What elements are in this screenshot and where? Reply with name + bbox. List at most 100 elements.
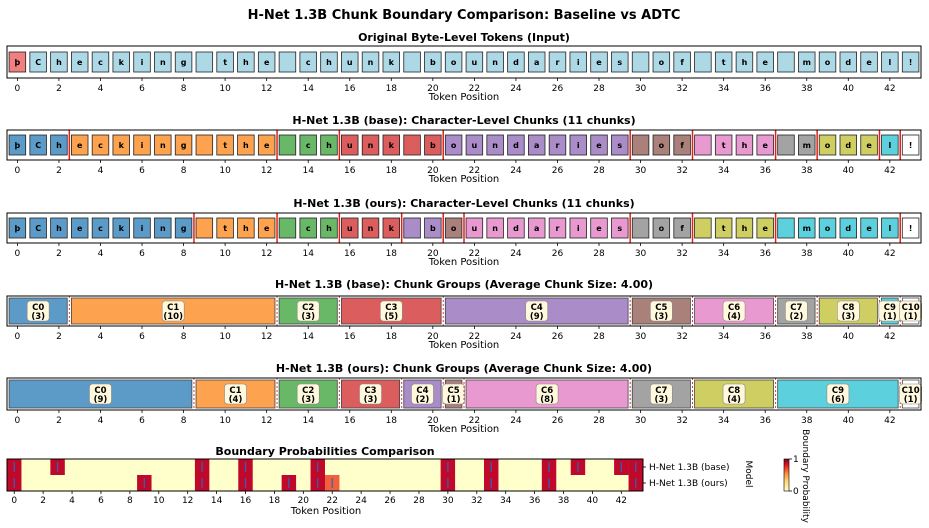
chunk-token-box	[216, 217, 234, 239]
x-tick-label: 24	[510, 416, 522, 426]
chunk-label-box	[296, 300, 320, 322]
chunk-label: C8	[728, 386, 740, 396]
x-tick-label: 2	[56, 332, 62, 342]
token-box	[694, 51, 712, 73]
token-label: !	[909, 141, 913, 150]
token-label: h	[742, 58, 748, 67]
chunk-token-box	[237, 134, 255, 156]
token-label: k	[389, 224, 395, 233]
chunk-token-box	[777, 134, 795, 156]
x-tick-label: 22	[469, 249, 480, 259]
y-tick-label: H-Net 1.3B (base)	[649, 463, 730, 473]
plot-frame	[6, 458, 644, 492]
x-tick-label: 42	[884, 249, 895, 259]
token-label: c	[98, 224, 103, 233]
x-tick-label: 36	[759, 332, 771, 342]
chunk-token-box	[237, 217, 255, 239]
token-label: u	[472, 58, 478, 67]
chunk-label-box	[899, 300, 922, 322]
chunk-size-label: (9)	[530, 312, 544, 322]
chunk-size-label: (8)	[540, 395, 554, 405]
x-tick-label: 40	[843, 249, 855, 259]
chunk-token-box	[652, 217, 671, 239]
x-axis-label: Token Position	[290, 506, 362, 517]
x-tick-label: 26	[552, 249, 564, 259]
x-tick-label: 8	[181, 332, 187, 342]
x-tick-label: 30	[635, 416, 647, 426]
token-label: l	[888, 58, 891, 67]
x-tick-label: 18	[386, 249, 398, 259]
token-label: d	[845, 141, 851, 150]
x-tick-label: 22	[469, 332, 480, 342]
token-box	[590, 51, 608, 73]
chunk-token-box	[133, 217, 151, 239]
x-tick-label: 0	[15, 84, 21, 94]
token-label: C	[35, 141, 41, 150]
token-label: e	[264, 224, 270, 233]
chunk-label: C5	[655, 303, 667, 313]
chunk-token-box	[673, 217, 691, 239]
colorbar-label: Boundary Probability	[800, 429, 810, 523]
x-tick-label: 28	[593, 416, 605, 426]
token-label: k	[119, 58, 125, 67]
chunk-token-box	[527, 134, 546, 156]
token-box	[860, 51, 878, 73]
chunk-size-label: (5)	[384, 312, 398, 322]
token-box	[237, 51, 255, 73]
token-label: i	[577, 224, 580, 233]
x-tick-label: 18	[386, 166, 398, 176]
plot-frame	[6, 129, 922, 161]
chunk-token-box	[839, 134, 858, 156]
x-tick-label: 32	[676, 332, 687, 342]
x-tick-label: 22	[327, 496, 338, 506]
token-label: n	[160, 58, 166, 67]
chunk-token-box	[424, 217, 442, 239]
chunk-label-box	[826, 383, 850, 405]
token-label: g	[181, 141, 187, 150]
x-tick-label: 28	[593, 166, 605, 176]
token-label: s	[617, 141, 622, 150]
chunk-size-label: (1)	[904, 395, 918, 405]
x-tick-label: 0	[15, 166, 21, 176]
chunk-label-box	[650, 383, 673, 405]
chunk-label: C2	[302, 303, 314, 313]
chunk-token-box	[361, 217, 380, 239]
chunk-label-box	[442, 383, 465, 405]
token-box	[320, 51, 338, 73]
x-tick-label: 14	[302, 332, 314, 342]
token-label: C	[35, 58, 41, 67]
chunk-token-box	[839, 217, 858, 239]
x-tick-label: 36	[759, 166, 771, 176]
chunk-size-label: (3)	[31, 312, 45, 322]
panel-title: H-Net 1.3B (base): Character-Level Chunk…	[292, 114, 635, 127]
token-label: n	[368, 224, 374, 233]
chunk-label-box	[785, 300, 808, 322]
chunk-token-box	[901, 134, 920, 156]
chunk-size-label: (1)	[447, 395, 461, 405]
chunk-token-box	[174, 217, 193, 239]
x-tick-label: 24	[510, 332, 522, 342]
chunk-label: C1	[229, 386, 241, 396]
chunk-token-box	[50, 217, 68, 239]
x-tick-label: 40	[843, 416, 855, 426]
token-label: i	[577, 141, 580, 150]
token-label: r	[556, 224, 560, 233]
panel-base-chunks: H-Net 1.3B (base): Character-Level Chunk…	[6, 114, 922, 185]
token-label: o	[825, 224, 831, 233]
x-tick-label: 2	[56, 166, 62, 176]
token-label: e	[77, 224, 83, 233]
token-label: u	[347, 141, 353, 150]
chunk-label: C9	[884, 303, 896, 313]
x-tick-label: 22	[469, 84, 480, 94]
chunk-label: C7	[790, 303, 802, 313]
x-tick-label: 34	[718, 166, 730, 176]
x-tick-label: 0	[15, 416, 21, 426]
x-tick-label: 8	[181, 84, 187, 94]
token-label: o	[659, 141, 665, 150]
chunk-token-box	[112, 217, 130, 239]
token-label: f	[680, 141, 684, 150]
chunk-token-box	[195, 217, 214, 239]
x-tick-label: 0	[15, 332, 21, 342]
token-box	[486, 51, 504, 73]
chunk-token-box	[860, 134, 878, 156]
